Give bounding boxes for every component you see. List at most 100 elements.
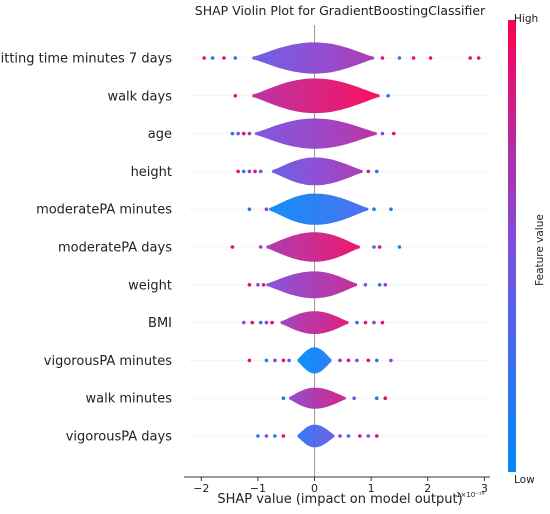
x-tick-label: 3 <box>481 482 488 495</box>
outlier-point <box>250 320 255 325</box>
outlier-point <box>247 131 252 136</box>
outlier-point <box>358 434 362 438</box>
outlier-point <box>264 320 269 325</box>
violin-shape <box>266 232 360 262</box>
outlier-point <box>338 358 342 363</box>
outlier-point <box>270 320 274 325</box>
outlier-point <box>389 207 393 211</box>
outlier-point <box>428 56 433 60</box>
outlier-point <box>230 131 235 136</box>
feature-label: weight <box>128 278 172 293</box>
outlier-point <box>256 283 260 287</box>
x-tick-label: 1 <box>368 482 375 495</box>
outlier-point <box>383 396 388 401</box>
feature-label: vigorousPA minutes <box>44 354 172 369</box>
outlier-point <box>377 283 382 287</box>
outlier-point <box>411 56 416 60</box>
outlier-point <box>241 169 246 174</box>
outlier-point <box>222 56 226 60</box>
feature-label: vigorousPA days <box>66 430 172 445</box>
outlier-point <box>281 358 286 363</box>
outlier-point <box>352 396 356 401</box>
outlier-point <box>236 169 240 174</box>
outlier-point <box>338 434 342 438</box>
violin-shape <box>280 311 349 334</box>
x-tick-label: 0 <box>311 482 318 495</box>
outlier-point <box>366 169 371 174</box>
x-tick-label: −2 <box>193 482 209 495</box>
outlier-point <box>241 131 246 136</box>
outlier-point <box>287 358 291 363</box>
outlier-point <box>389 358 393 363</box>
outlier-point <box>355 320 359 325</box>
outlier-point <box>346 358 351 363</box>
x-axis-label: SHAP value (impact on model output) <box>217 492 462 507</box>
violin-shape <box>266 271 357 299</box>
outlier-point <box>258 169 263 174</box>
colorbar-high-label: High <box>514 13 538 25</box>
outlier-point <box>366 434 371 438</box>
violin-shape <box>297 424 335 448</box>
outlier-point <box>380 320 385 325</box>
outlier-point <box>374 358 379 363</box>
chart-title: SHAP Violin Plot for GradientBoostingCla… <box>195 3 486 18</box>
outlier-point <box>372 320 376 325</box>
outlier-point <box>273 434 277 438</box>
outlier-point <box>397 245 402 249</box>
violin-shape <box>297 347 332 374</box>
outlier-point <box>374 434 379 438</box>
outlier-point <box>363 320 368 325</box>
outlier-point <box>236 131 240 136</box>
outlier-point <box>264 207 269 211</box>
outlier-point <box>281 396 286 401</box>
outlier-point <box>374 396 379 401</box>
feature-label: Sitting time minutes 7 days <box>0 52 172 67</box>
x-axis-scale-factor: 1×10⁻¹⁶ <box>456 491 485 499</box>
outlier-point <box>391 131 396 136</box>
outlier-point <box>383 283 388 287</box>
feature-label: walk days <box>107 89 172 104</box>
x-tick-label: 2 <box>424 482 431 495</box>
outlier-point <box>363 283 368 287</box>
outlier-point <box>281 434 286 438</box>
outlier-point <box>258 245 263 249</box>
outlier-point <box>230 245 235 249</box>
violin-shape <box>289 387 346 409</box>
outlier-point <box>366 358 371 363</box>
outlier-point <box>377 245 382 249</box>
feature-label: moderatePA days <box>58 241 172 256</box>
outlier-point <box>273 358 277 363</box>
violin-shape <box>252 42 374 74</box>
outlier-point <box>233 94 238 98</box>
violin-shape <box>269 193 369 225</box>
outlier-point <box>256 434 260 438</box>
outlier-point <box>258 320 263 325</box>
outlier-point <box>476 56 481 60</box>
outlier-point <box>355 358 359 363</box>
colorbar-label: Feature value <box>534 214 546 286</box>
plot-area: Sitting time minutes 7 days walk days age h… <box>0 25 490 495</box>
outlier-point <box>346 434 351 438</box>
outlier-point <box>233 56 238 60</box>
outlier-point <box>380 131 385 136</box>
feature-label: walk minutes <box>86 392 173 407</box>
violin-shape <box>272 157 363 186</box>
outlier-point <box>247 207 252 211</box>
outlier-point <box>468 56 472 60</box>
outlier-point <box>261 283 266 287</box>
outlier-point <box>264 434 269 438</box>
feature-label: height <box>131 165 172 180</box>
feature-label: BMI <box>148 316 172 331</box>
outlier-point <box>372 207 376 211</box>
outlier-point <box>372 245 376 249</box>
colorbar-low-label: Low <box>514 474 535 486</box>
outlier-point <box>241 320 246 325</box>
feature-label: moderatePA minutes <box>36 203 172 218</box>
outlier-point <box>253 169 257 174</box>
outlier-point <box>247 169 252 174</box>
colorbar <box>508 20 516 472</box>
violin-shape <box>252 78 380 114</box>
outlier-point <box>264 358 269 363</box>
outlier-point <box>397 56 402 60</box>
